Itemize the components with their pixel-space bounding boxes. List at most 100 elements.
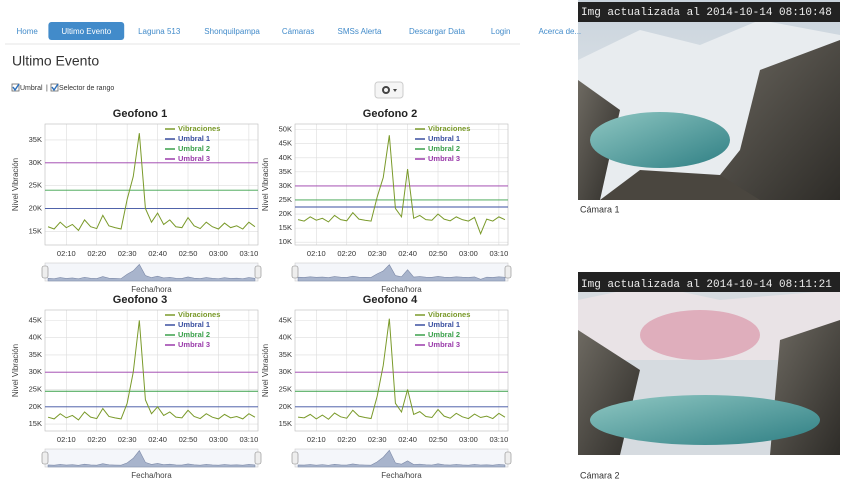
- y-tick-label: 30K: [29, 367, 42, 376]
- y-tick-label: 20K: [279, 209, 292, 218]
- y-tick-label: 15K: [279, 223, 292, 232]
- x-tick-label: 02:50: [179, 249, 198, 258]
- x-tick-label: 02:40: [398, 249, 417, 258]
- nav-item[interactable]: Ultimo Evento: [61, 27, 111, 36]
- x-tick-label: 03:00: [459, 435, 478, 444]
- range-handle[interactable]: [42, 452, 48, 464]
- x-tick-label: 03:00: [209, 249, 228, 258]
- nav-item[interactable]: Login: [491, 27, 511, 36]
- camera-caption: Img actualizada al 2014-10-14 08:10:48: [581, 7, 832, 19]
- y-tick-label: 10K: [279, 237, 292, 246]
- x-tick-label: 02:10: [307, 249, 326, 258]
- vibration-line: [48, 133, 255, 230]
- x-tick-label: 02:20: [87, 249, 106, 258]
- y-tick-label: 25K: [279, 195, 292, 204]
- nav-item[interactable]: SMSs Alerta: [337, 27, 382, 36]
- y-tick-label: 35K: [279, 350, 292, 359]
- x-tick-label: 02:20: [87, 435, 106, 444]
- y-tick-label: 15K: [29, 419, 42, 428]
- camera-label: Cámara 1: [580, 204, 620, 214]
- range-handle[interactable]: [42, 266, 48, 278]
- vibration-line: [48, 320, 255, 420]
- x-tick-label: 02:50: [429, 249, 448, 258]
- y-tick-label: 35K: [29, 135, 42, 144]
- chart-title: Geofono 4: [363, 294, 418, 306]
- y-tick-label: 25K: [279, 384, 292, 393]
- nav-item[interactable]: Descargar Data: [409, 27, 466, 36]
- page-title: Ultimo Evento: [12, 53, 99, 69]
- y-tick-label: 25K: [29, 384, 42, 393]
- y-axis-label: Nivel Vibración: [11, 344, 20, 397]
- x-tick-label: 02:50: [429, 435, 448, 444]
- legend-entry: Umbral 1: [178, 320, 210, 329]
- plot-frame: [295, 124, 508, 245]
- camera-caption: Img actualizada al 2014-10-14 08:11:21: [581, 279, 832, 291]
- y-tick-label: 15K: [29, 226, 42, 235]
- range-handle[interactable]: [292, 266, 298, 278]
- range-handle[interactable]: [505, 266, 511, 278]
- y-tick-label: 40K: [29, 333, 42, 342]
- range-handle[interactable]: [505, 452, 511, 464]
- chart: Geofono 4 Nivel Vibración 15K 20K 25K 30K 35K 4…: [261, 294, 511, 480]
- legend-entry: Vibraciones: [428, 124, 470, 133]
- camera-2: [578, 272, 840, 455]
- x-axis-label: Fecha/hora: [131, 285, 172, 294]
- legend-entry: Umbral 2: [178, 144, 210, 153]
- vibration-line: [298, 319, 505, 420]
- x-axis-label: Fecha/hora: [131, 471, 172, 480]
- x-axis-label: Fecha/hora: [381, 285, 422, 294]
- chart-title: Geofono 2: [363, 108, 417, 120]
- y-tick-label: 20K: [29, 402, 42, 411]
- x-tick-label: 02:40: [148, 249, 167, 258]
- chart: Geofono 3Nivel Vibración15K20K25K30K35K4…: [11, 294, 261, 480]
- nav-item[interactable]: Acerca de...: [538, 27, 581, 36]
- y-tick-label: 30K: [279, 367, 292, 376]
- x-tick-label: 03:00: [459, 249, 478, 258]
- legend-entry: Umbral 1: [428, 320, 460, 329]
- y-tick-label: 15K: [279, 419, 292, 428]
- y-tick-label: 30K: [279, 181, 292, 190]
- range-handle[interactable]: [292, 452, 298, 464]
- x-tick-label: 02:30: [118, 435, 137, 444]
- separator: |: [46, 85, 48, 92]
- x-tick-label: 03:10: [239, 435, 258, 444]
- range-handle[interactable]: [255, 266, 261, 278]
- y-tick-label: 45K: [279, 139, 292, 148]
- camera-1: [578, 0, 840, 200]
- x-tick-label: 02:40: [148, 435, 167, 444]
- y-axis-label: Nivel Vibración: [261, 158, 270, 211]
- legend-entry: Umbral 1: [428, 134, 460, 143]
- x-tick-label: 02:10: [307, 435, 326, 444]
- x-tick-label: 02:30: [118, 249, 137, 258]
- y-tick-label: 20K: [29, 203, 42, 212]
- x-tick-label: 02:20: [337, 249, 356, 258]
- checkbox-label: Umbral: [20, 85, 43, 92]
- x-tick-label: 02:10: [57, 249, 76, 258]
- chart: Geofono 1Nivel Vibración15K20K25K30K35K0…: [11, 108, 261, 294]
- x-tick-label: 03:10: [489, 249, 508, 258]
- chart-title: Geofono 3: [113, 294, 167, 306]
- nav-item[interactable]: Shonquilpampa: [204, 27, 260, 36]
- legend-entry: Umbral 1: [178, 134, 210, 143]
- checkbox-label: Selector de rango: [59, 85, 114, 92]
- y-axis-label: Nivel Vibración: [261, 344, 270, 397]
- plot-frame: [45, 124, 258, 245]
- range-handle[interactable]: [255, 452, 261, 464]
- y-tick-label: 20K: [279, 402, 292, 411]
- y-tick-label: 45K: [279, 315, 292, 324]
- x-tick-label: 03:10: [239, 249, 258, 258]
- chart-title: Geofono 1: [113, 108, 167, 120]
- x-tick-label: 02:30: [368, 435, 387, 444]
- nav-item[interactable]: Cámaras: [282, 27, 314, 36]
- nav-item[interactable]: Laguna 513: [138, 27, 181, 36]
- dashboard: Home Ultimo Evento Laguna 513 Shonquilpampa…: [0, 0, 841, 485]
- legend-entry: Umbral 3: [428, 154, 460, 163]
- vibration-line: [298, 135, 505, 233]
- nav-item[interactable]: Home: [17, 27, 39, 36]
- x-tick-label: 02:30: [368, 249, 387, 258]
- legend-entry: Umbral 3: [178, 154, 210, 163]
- x-axis-label: Fecha/hora: [381, 471, 422, 480]
- y-tick-label: 50K: [279, 125, 292, 134]
- y-tick-label: 40K: [279, 153, 292, 162]
